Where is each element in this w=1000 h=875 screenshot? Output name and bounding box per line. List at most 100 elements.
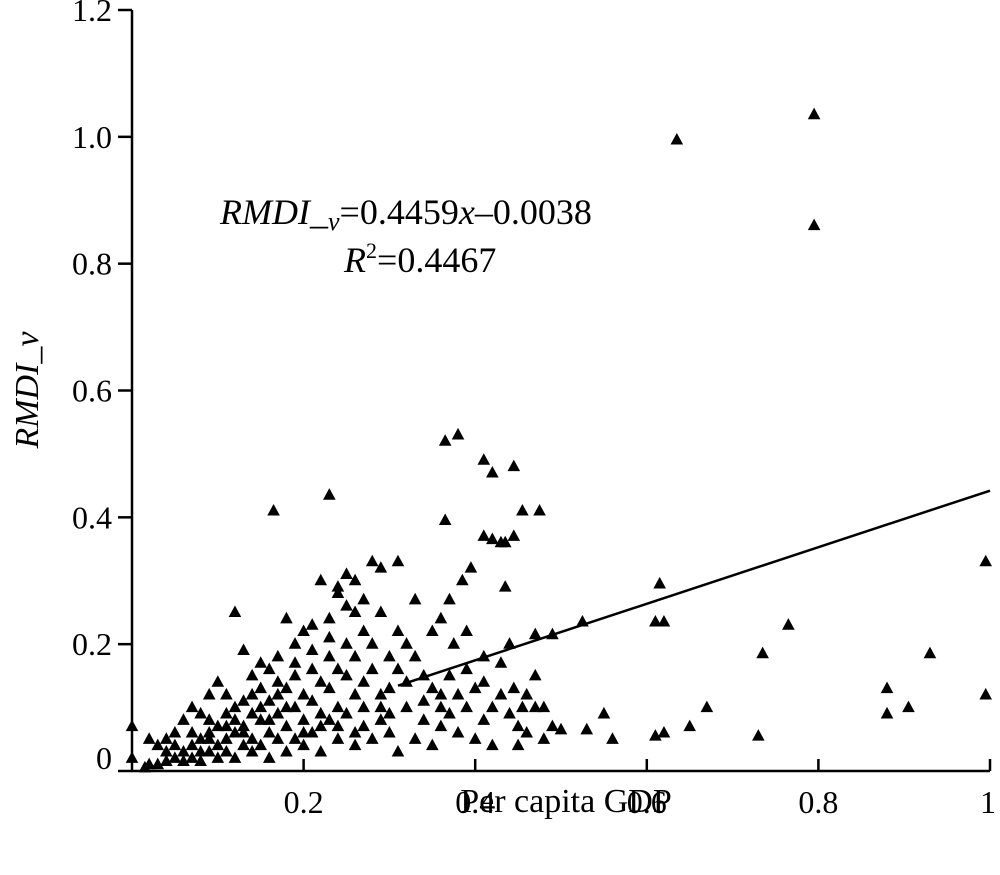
data-point xyxy=(597,706,611,719)
data-point xyxy=(533,503,546,516)
data-point xyxy=(365,637,379,649)
data-point xyxy=(220,744,233,757)
data-point xyxy=(160,744,173,757)
data-point xyxy=(494,656,508,668)
data-point xyxy=(374,687,388,700)
data-point xyxy=(434,611,448,624)
data-point xyxy=(528,700,542,713)
data-point xyxy=(340,668,353,681)
y-tick-label: 0.8 xyxy=(72,246,112,282)
data-point xyxy=(245,732,259,744)
data-point xyxy=(426,624,439,637)
data-point xyxy=(383,681,396,694)
x-tick-label: 0.8 xyxy=(798,784,838,820)
data-point xyxy=(220,706,233,719)
data-point xyxy=(374,700,388,713)
data-point xyxy=(756,646,769,659)
data-point xyxy=(554,722,568,735)
data-point xyxy=(443,592,456,605)
data-point xyxy=(271,732,285,744)
data-point xyxy=(807,107,821,120)
data-point xyxy=(460,624,473,637)
data-point xyxy=(237,725,250,738)
data-point xyxy=(237,738,250,751)
data-point xyxy=(262,662,276,675)
data-point xyxy=(477,713,491,725)
data-point xyxy=(280,700,293,713)
data-point xyxy=(348,605,362,618)
data-point xyxy=(434,700,448,713)
data-point xyxy=(288,732,302,744)
data-point xyxy=(391,624,405,637)
data-point xyxy=(194,754,207,767)
data-point xyxy=(426,738,439,751)
data-point xyxy=(464,561,478,573)
data-point xyxy=(202,744,216,757)
x-tick-label: 0.6 xyxy=(627,784,667,820)
data-point xyxy=(297,713,310,725)
data-point xyxy=(125,719,139,732)
data-point xyxy=(357,624,370,637)
data-point xyxy=(486,700,499,713)
r-squared-value: 0.4467 xyxy=(397,240,496,280)
data-point xyxy=(254,681,267,694)
data-point xyxy=(237,719,250,732)
data-point xyxy=(288,656,302,668)
data-point xyxy=(494,535,508,548)
plot-area: 0 0.2 0.4 0.6 0.8 1.0 1.2 0.2 0.4 0.6 0.8 1 xyxy=(72,0,996,820)
data-point xyxy=(365,662,379,675)
y-tick-label: 0.2 xyxy=(72,626,112,662)
data-point xyxy=(323,630,336,643)
data-point xyxy=(374,561,388,573)
data-point xyxy=(443,668,456,681)
data-point xyxy=(314,719,328,732)
data-point xyxy=(670,133,684,145)
data-point xyxy=(357,700,370,713)
data-point xyxy=(280,681,293,694)
data-point xyxy=(305,643,319,656)
data-point xyxy=(211,738,225,751)
data-point xyxy=(323,611,336,624)
data-point xyxy=(653,576,666,589)
data-point xyxy=(477,453,491,465)
data-point xyxy=(185,751,199,763)
data-point xyxy=(400,700,413,713)
data-point xyxy=(185,738,199,751)
data-points xyxy=(125,107,993,773)
data-point xyxy=(211,675,225,687)
data-point xyxy=(314,573,328,586)
y-tick-label: 1.0 xyxy=(72,119,112,155)
data-point xyxy=(434,687,448,700)
data-point xyxy=(297,725,310,738)
data-point xyxy=(503,706,516,719)
data-point xyxy=(323,488,336,500)
data-point xyxy=(340,706,353,719)
data-point xyxy=(314,744,328,757)
data-point xyxy=(408,649,422,662)
data-point xyxy=(782,618,795,630)
data-point xyxy=(391,554,405,567)
y-tick-label: 0.4 xyxy=(72,499,112,535)
x-tick-label: 1 xyxy=(980,784,996,820)
data-point xyxy=(451,427,465,440)
data-point xyxy=(194,706,207,719)
data-point xyxy=(700,700,714,713)
data-point xyxy=(923,646,937,659)
data-point xyxy=(340,599,353,611)
y-tick-label: 1.2 xyxy=(72,0,112,28)
data-point xyxy=(486,738,499,751)
data-point xyxy=(417,713,431,725)
data-point xyxy=(331,732,345,744)
data-point xyxy=(348,649,362,662)
data-point xyxy=(979,554,993,567)
data-point xyxy=(288,637,302,649)
data-point xyxy=(211,719,225,732)
data-point xyxy=(271,687,285,700)
data-point xyxy=(451,687,465,700)
data-point xyxy=(262,694,276,706)
data-point xyxy=(254,713,267,725)
data-point xyxy=(460,662,473,675)
data-point xyxy=(507,681,521,694)
data-point xyxy=(477,675,491,687)
data-point xyxy=(528,668,542,681)
